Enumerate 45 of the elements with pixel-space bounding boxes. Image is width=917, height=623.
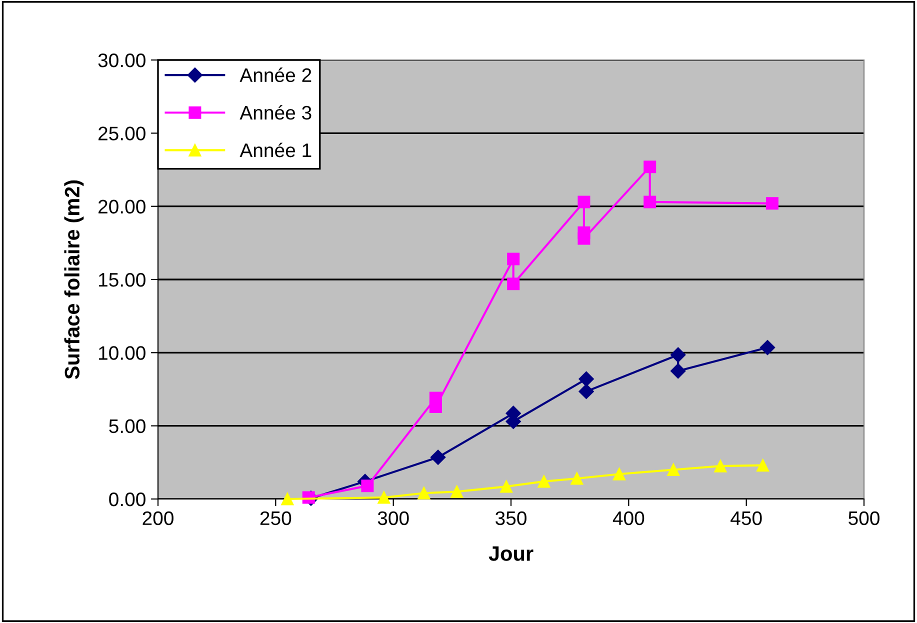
point [644,160,656,174]
x-tick-label: 450 [730,511,762,526]
point [430,450,446,465]
point [500,480,513,493]
point [714,460,727,472]
legend-label: Année 2 [240,68,312,82]
point [429,400,442,414]
point [378,491,390,504]
point [667,463,680,476]
y-tick-label: 0.00 [109,492,146,506]
point [538,475,550,488]
point [670,363,686,379]
point [756,459,770,472]
point [766,197,778,210]
x-tick-label: 350 [496,511,526,526]
x-tick-label: 500 [848,511,880,526]
point [644,196,656,208]
point [361,480,374,492]
legend-label: Année 1 [240,142,312,158]
y-tick-label: 25.00 [98,126,146,140]
point [613,468,626,480]
y-tick-label: 30.00 [98,53,146,68]
point [418,486,430,500]
legend-label: Année 3 [240,105,312,120]
point [670,347,686,362]
point [507,278,520,290]
point [578,371,594,387]
x-tick-label: 250 [260,511,292,526]
y-axis-title: Surface foliaire (m2) [64,180,84,380]
point [578,232,590,245]
point [570,472,584,485]
point [281,492,294,506]
x-axis-title: Jour [488,546,534,561]
point [507,252,520,266]
y-tick-label: 5.00 [109,419,146,434]
point [578,196,590,208]
y-tick-label: 20.00 [98,200,146,214]
point [450,485,464,498]
x-tick-label: 200 [142,511,174,526]
y-tick-label: 15.00 [99,272,146,287]
x-tick-label: 400 [612,511,644,526]
point [760,340,776,356]
point [578,384,594,400]
x-tick-label: 300 [378,511,409,526]
y-tick-label: 10.00 [99,346,146,360]
